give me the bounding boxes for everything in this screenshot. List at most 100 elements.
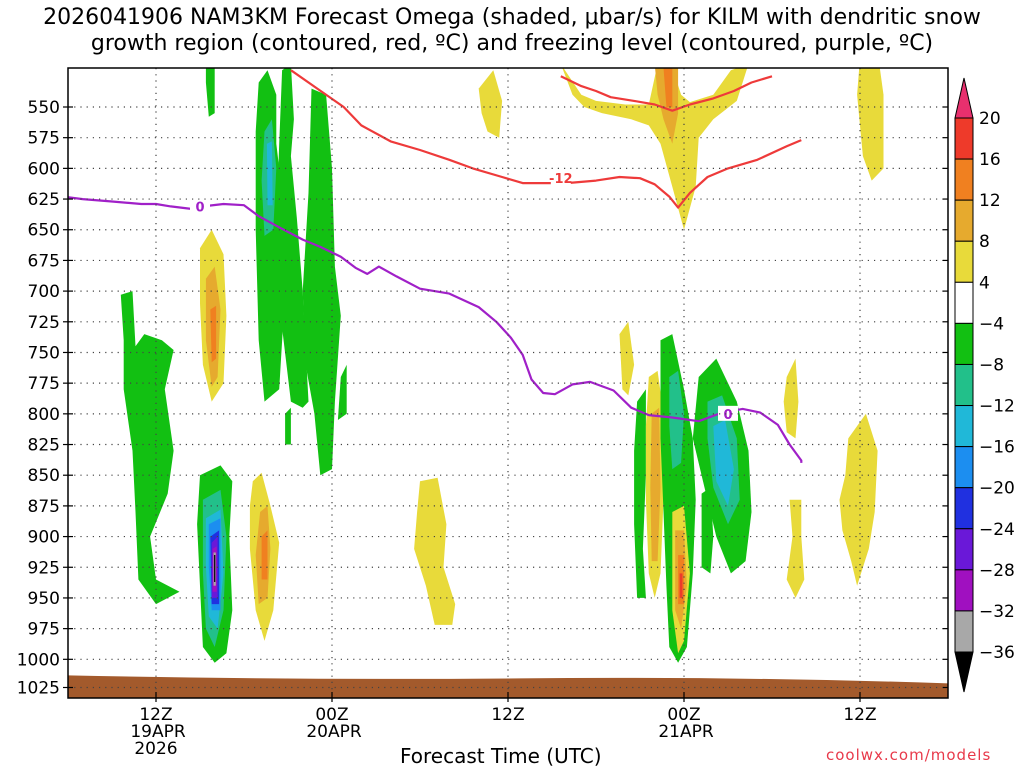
omega-region-15 [255, 70, 286, 402]
colorbar-label-7: −12 [979, 397, 1015, 417]
contour-red-minus12 [290, 69, 802, 209]
y-tick-label-550: 550 [28, 98, 60, 118]
colorbar-arrow-top [954, 77, 974, 119]
y-tick-label-625: 625 [28, 190, 60, 210]
y-tick-label-650: 650 [28, 221, 60, 241]
colorbar-band-8 [954, 446, 974, 489]
omega-region-2 [120, 291, 180, 605]
omega-region-48 [701, 487, 714, 574]
y-tick-label-825: 825 [28, 436, 60, 456]
omega-region-33 [786, 499, 805, 598]
colorbar-band-4 [954, 281, 974, 324]
omega-region-47 [713, 420, 734, 506]
y-tick-label-1000: 1000 [17, 650, 60, 670]
colorbar-label-5: −4 [979, 314, 1004, 334]
colorbar-band-11 [954, 569, 974, 612]
colorbar-label-4: 4 [979, 273, 990, 293]
omega-region-27 [478, 70, 503, 138]
omega-region-14 [210, 305, 217, 363]
omega-region-11 [214, 555, 216, 582]
colorbar-band-1 [954, 158, 974, 201]
omega-region-40 [669, 370, 684, 470]
colorbar-label-0: 20 [979, 109, 1001, 129]
plot-frame [67, 67, 949, 699]
contour-label-2: 0 [723, 408, 732, 423]
omega-region-22 [285, 407, 291, 445]
omega-region-34 [839, 413, 878, 586]
omega-region-26 [414, 477, 456, 625]
ground-fill [68, 675, 948, 698]
colorbar-label-9: −20 [979, 479, 1015, 499]
plot-area: -12 0 0 [68, 68, 948, 698]
omega-region-30 [663, 68, 673, 107]
y-tick-label-575: 575 [28, 129, 60, 149]
colorbar-band-2 [954, 199, 974, 242]
y-tick-label-950: 950 [28, 589, 60, 609]
x-tick-label-12: 00Z [315, 705, 348, 725]
x-tick-sub1-24: 21APR [658, 722, 714, 742]
x-tick-sub2-6: 2026 [134, 739, 177, 759]
omega-region-31 [857, 68, 884, 181]
colorbar-label-1: 16 [979, 150, 1001, 170]
colorbar-label-13: −36 [979, 643, 1015, 663]
omega-region-44 [679, 573, 683, 598]
colorbar-band-0 [954, 117, 974, 160]
y-tick-label-925: 925 [28, 558, 60, 578]
colorbar-label-3: 8 [979, 232, 990, 252]
contour-label-bg-2 [718, 405, 738, 421]
colorbar-label-6: −8 [979, 355, 1004, 375]
x-tick-label-30: 12Z [843, 705, 876, 725]
y-tick-label-850: 850 [28, 466, 60, 486]
colorbar-label-12: −32 [979, 602, 1015, 622]
chart-title-line1: 2026041906 NAM3KM Forecast Omega (shaded… [43, 5, 981, 30]
y-tick-label-750: 750 [28, 343, 60, 363]
colorbar-label-2: 12 [979, 191, 1001, 211]
contour-purple-freezing [68, 196, 803, 463]
omega-region-25 [261, 530, 268, 580]
colorbar-label-11: −28 [979, 561, 1015, 581]
omega-region-28 [562, 68, 748, 230]
x-tick-label-18: 12Z [491, 705, 524, 725]
colorbar-label-8: −16 [979, 438, 1015, 458]
x-tick-sub1-6: 19APR [130, 722, 186, 742]
colorbar-arrow-bottom [954, 651, 974, 693]
chart-title-line2: growth region (contoured, red, ºC) and f… [90, 31, 934, 56]
colorbar: 20 16 12 8 4 −4 −8 −12 −16 −20 −24 −28 −32 −36 [954, 77, 1015, 693]
colorbar-band-3 [954, 240, 974, 283]
credit-link[interactable]: coolwx.com/models [826, 746, 992, 764]
y-tick-label-900: 900 [28, 528, 60, 548]
y-tick-label-675: 675 [28, 251, 60, 271]
omega-region-18 [205, 68, 215, 117]
colorbar-band-12 [954, 610, 974, 653]
x-axis-label: Forecast Time (UTC) [400, 744, 602, 768]
colorbar-band-6 [954, 363, 974, 407]
y-tick-label-875: 875 [28, 497, 60, 517]
omega-region-36 [634, 389, 646, 598]
y-tick-label-725: 725 [28, 313, 60, 333]
contour-label-bg-0 [550, 170, 571, 186]
y-tick-label-975: 975 [28, 620, 60, 640]
y-tick-label-1025: 1025 [17, 679, 60, 699]
colorbar-band-9 [954, 487, 974, 530]
omega-region-20 [302, 88, 341, 476]
x-tick-label-6: 12Z [139, 705, 172, 725]
contour-label-1: 0 [195, 200, 204, 215]
colorbar-band-10 [954, 528, 974, 571]
x-tick-sub1-12: 20APR [306, 722, 362, 742]
contour-label-0: -12 [549, 172, 573, 187]
x-tick-label-24: 00Z [667, 705, 700, 725]
colorbar-band-7 [954, 405, 974, 448]
contour-label-bg-1 [190, 198, 210, 214]
y-tick-label-775: 775 [28, 374, 60, 394]
omega-region-21 [337, 364, 347, 420]
omega-region-32 [783, 358, 799, 439]
colorbar-band-5 [954, 322, 974, 365]
y-tick-label-700: 700 [28, 282, 60, 302]
y-tick-label-600: 600 [28, 159, 60, 179]
omega-region-19 [276, 68, 309, 408]
omega-region-38 [650, 407, 661, 562]
axes: 550 575 600 625 650 675 700 725 750 775 800 825 850 8… [17, 67, 949, 759]
y-tick-label-800: 800 [28, 405, 60, 425]
omega-region-17 [266, 141, 273, 206]
